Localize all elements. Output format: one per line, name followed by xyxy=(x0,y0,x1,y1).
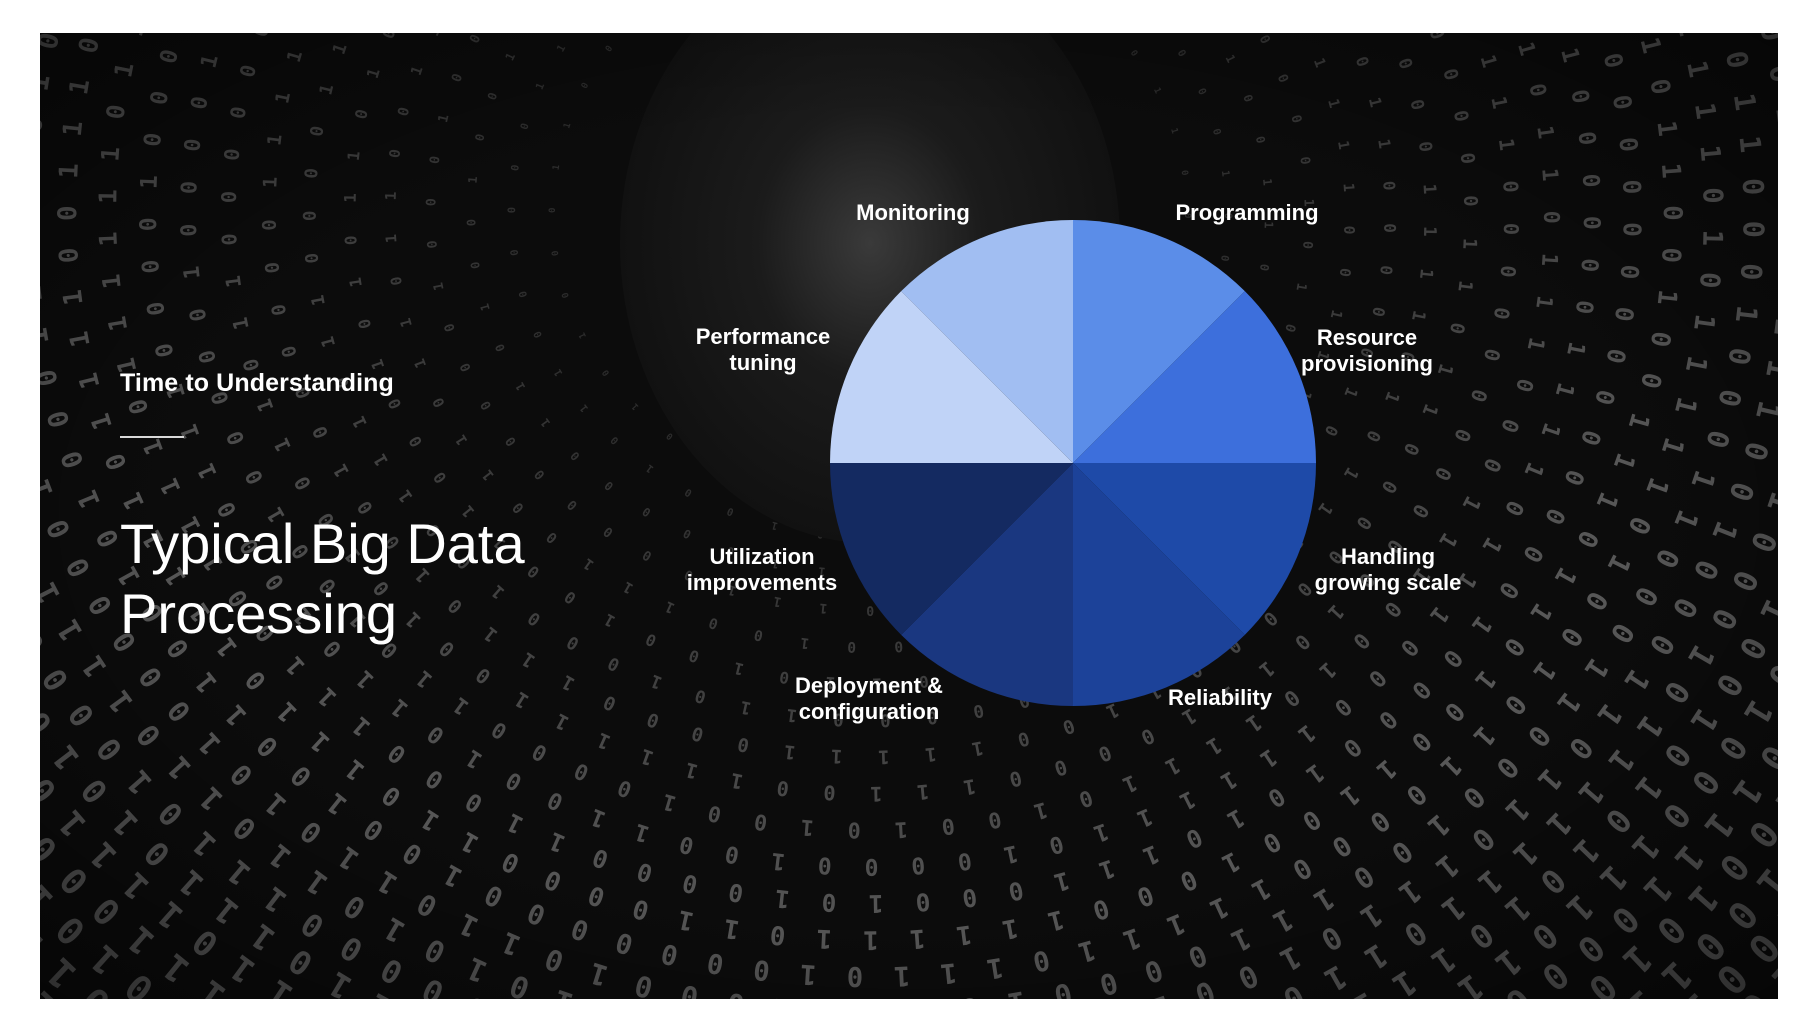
slide: 0100010110011000101000110010011001001001… xyxy=(40,33,1778,999)
slice-label: Deployment & configuration xyxy=(795,673,943,724)
pie-slice xyxy=(830,463,1073,635)
pie-chart: Programming Resource provisioning Handling g… xyxy=(687,200,1462,724)
slice-label: Reliability xyxy=(1168,685,1273,710)
slice-label: Utilization improvements xyxy=(687,544,837,595)
divider-line xyxy=(120,436,184,438)
slide-title-line-2: Processing xyxy=(120,581,398,645)
slice-label: Monitoring xyxy=(856,200,970,225)
binary-tunnel-background: 0100010110011000101000110010011001001001… xyxy=(40,33,1778,999)
slide-title-line-1: Typical Big Data xyxy=(120,511,525,575)
slide-title: Typical Big Data Processing xyxy=(120,509,680,649)
pie-slice xyxy=(830,291,1073,463)
slice-label: Resource provisioning xyxy=(1301,325,1433,376)
pie-slice xyxy=(1073,219,1245,463)
pie-slice xyxy=(901,220,1073,463)
slice-label: Performance tuning xyxy=(696,324,831,375)
pie-slice xyxy=(901,463,1073,706)
pie-slice xyxy=(1073,291,1316,463)
pie-slice xyxy=(1073,463,1245,706)
pie-slice xyxy=(1073,463,1316,635)
eyebrow-label: Time to Understanding xyxy=(120,369,394,397)
slice-label: Handling growing scale xyxy=(1315,544,1462,595)
slice-label: Programming xyxy=(1175,200,1318,225)
